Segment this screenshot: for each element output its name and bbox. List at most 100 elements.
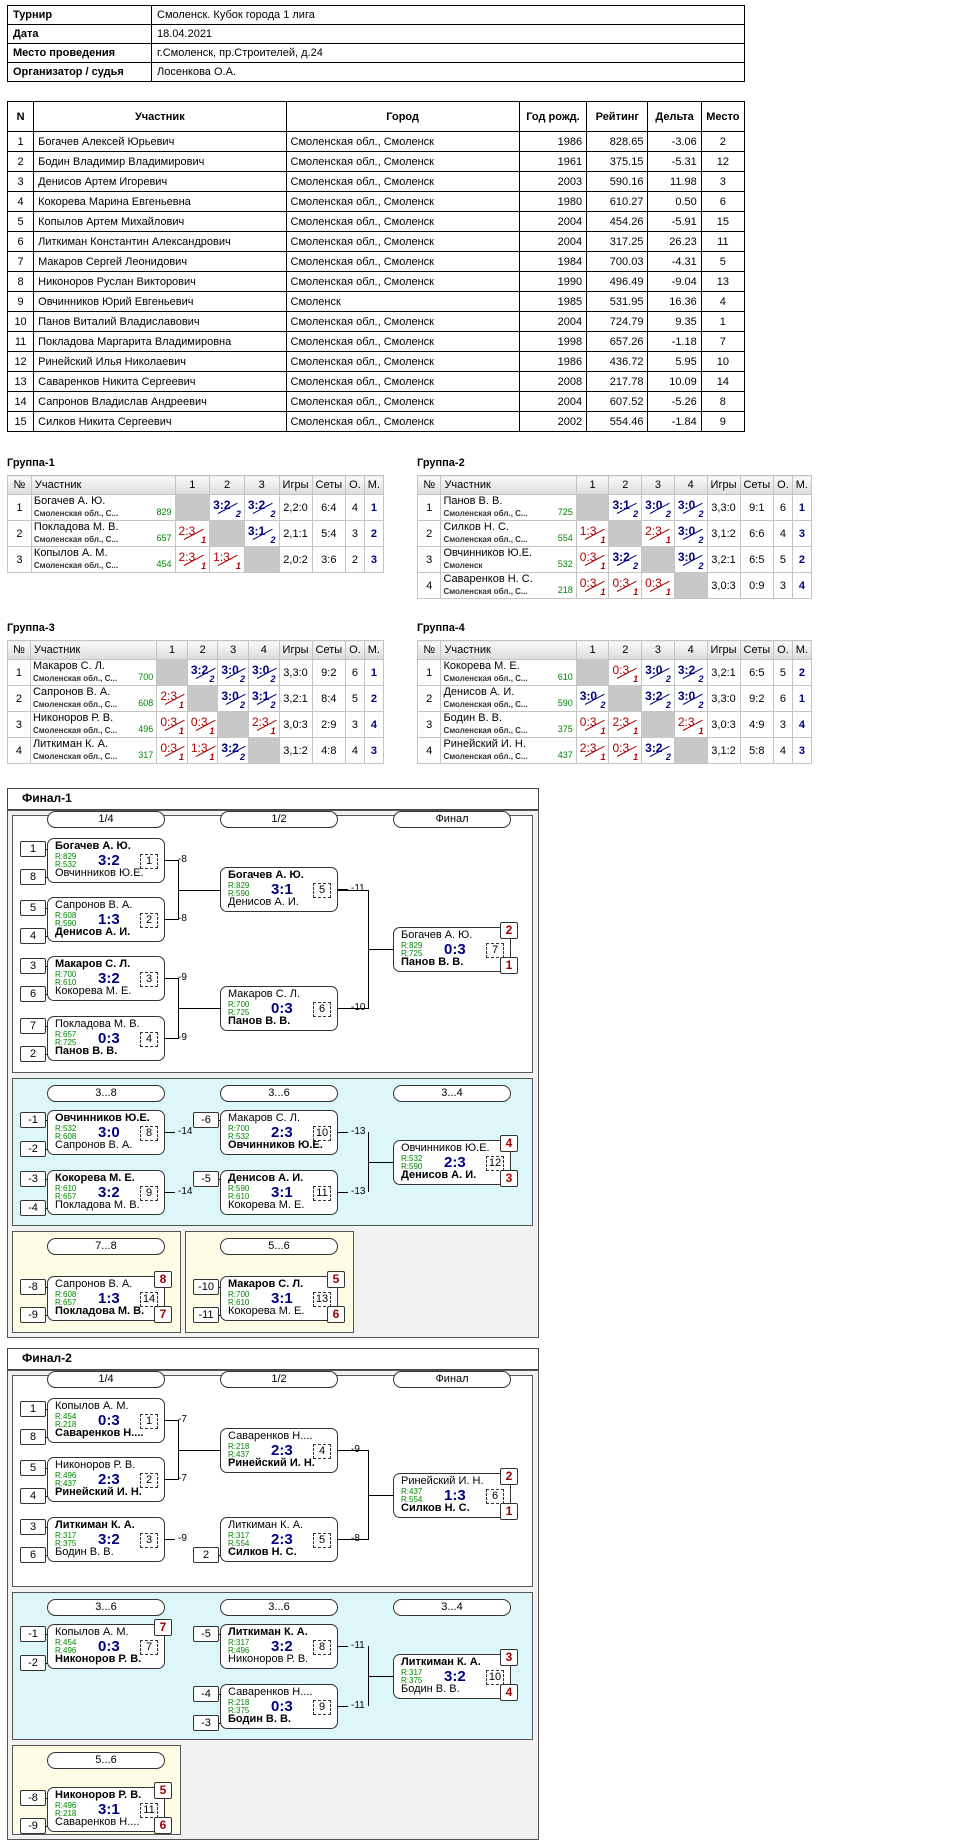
connector-line <box>165 1539 175 1540</box>
match-box[interactable]: Богачев А. Ю. Денисов А. И. R:829 R:590 3:1 5 <box>220 867 338 912</box>
match-number: 3 <box>140 1533 158 1548</box>
group-participant-name: Кокорева М. Е. <box>443 660 520 672</box>
match-box[interactable]: Овчинников Ю.Е. Денисов А. И. R:532 R:590 2:… <box>393 1140 511 1185</box>
group-match-score: 3:1 2 <box>243 520 280 547</box>
place-badge: 5 <box>327 1271 345 1288</box>
match-box[interactable]: Литкиман К. А. Бодин В. В. R:317 R:375 3:2 3 <box>47 1517 165 1562</box>
match-score: 3:2 <box>98 852 120 869</box>
group-participant: Макаров С. Л. Смоленская обл., С... 700 <box>29 659 158 686</box>
match-score: 1:3 <box>444 1487 466 1504</box>
match-box[interactable]: Макаров С. Л. Овчинников Ю.Е. R:700 R:532 2:… <box>220 1110 338 1155</box>
participant-cell: 8 <box>700 391 746 412</box>
group-row-number: 4 <box>7 737 31 764</box>
match-bottom-player: Панов В. В. <box>55 1045 118 1057</box>
group-match-score: 2:3 1 <box>641 520 675 547</box>
group-games: 3,1:2 <box>706 737 741 764</box>
score-points: 2 <box>633 509 639 519</box>
match-box[interactable]: Богачев А. Ю. Овчинников Ю.Е. R:829 R:532 3:… <box>47 838 165 883</box>
group-participant: Денисов А. И. Смоленская обл., С... 590 <box>440 685 577 712</box>
participant-cell: -9.04 <box>647 271 702 292</box>
group-games: 3,1:2 <box>278 737 313 764</box>
match-box[interactable]: Саваренков Н.... Ринейский И. Н. R:218 R:43… <box>220 1428 338 1473</box>
match-box[interactable]: Кокорева М. Е. Покладова М. В. R:610 R:657 3… <box>47 1170 165 1215</box>
match-box[interactable]: Денисов А. И. Кокорева М. Е. R:590 R:610 3:1… <box>220 1170 338 1215</box>
match-box[interactable]: Овчинников Ю.Е. Сапронов В. А. R:532 R:608 3… <box>47 1110 165 1155</box>
match-number: 10 <box>313 1126 331 1141</box>
group-column-header: Сеты <box>739 640 775 660</box>
group-table: № Участник 1 2 3 4 Игры Сеты О. М. 1 Кокорева М. Е.… <box>416 640 813 764</box>
match-box[interactable]: Литкиман К. А. Никоноров Р. В. R:317 R:496 3… <box>220 1624 338 1669</box>
group-match-score: 2:3 1 <box>673 711 708 738</box>
match-box[interactable]: Литкиман К. А. Бодин В. В. R:317 R:375 3:2 10 <box>393 1654 511 1699</box>
group-column-header: 4 <box>673 640 708 660</box>
participant-cell: 2004 <box>518 311 588 332</box>
match-box[interactable]: Сапронов В. А. Покладова М. В. R:608 R:657 1… <box>47 1276 165 1321</box>
connector-line <box>338 1706 348 1707</box>
match-box[interactable]: Богачев А. Ю. Панов В. В. R:829 R:725 0:3 7 <box>393 927 511 972</box>
match-box[interactable]: Литкиман К. А. Силков Н. С. R:317 R:554 2:3 5 <box>220 1517 338 1562</box>
seed-box: 1 <box>20 1401 46 1417</box>
match-box[interactable]: Ринейский И. Н. Силков Н. С. R:437 R:554 1:3… <box>393 1473 511 1518</box>
group-match-score: 3:0 2 <box>673 520 708 547</box>
group-row-number: 1 <box>7 494 32 521</box>
match-box[interactable]: Копылов А. М. Саваренков Н.... R:454 R:218 0… <box>47 1398 165 1443</box>
match-top-player: Литкиман К. А. <box>228 1626 308 1638</box>
participant-row: 8 Никоноров Руслан Викторович Смоленская о… <box>6 271 746 292</box>
participant-cell: Богачев Алексей Юрьевич <box>33 131 287 152</box>
match-top-rating: R:700 <box>228 1000 250 1009</box>
score-points: 2 <box>270 535 276 545</box>
group-participant: Сапронов В. А. Смоленская обл., С... 608 <box>29 685 158 712</box>
seed-box: -8 <box>20 1790 46 1806</box>
match-bottom-rating: R:218 <box>55 1809 77 1818</box>
match-score: 3:1 <box>98 1801 120 1818</box>
group-participant-rating: 610 <box>557 672 573 682</box>
participant-cell: 7 <box>700 331 746 352</box>
match-box[interactable]: Никоноров Р. В. Саваренков Н.... R:496 R:21… <box>47 1787 165 1832</box>
participant-cell: 217.78 <box>586 371 649 392</box>
match-box[interactable]: Покладова М. В. Панов В. В. R:657 R:725 0:3 4 <box>47 1016 165 1061</box>
match-box[interactable]: Макаров С. Л. Кокорева М. Е. R:700 R:610 3:2… <box>47 956 165 1001</box>
info-row: Турнир Смоленск. Кубок города 1 лига <box>7 5 745 25</box>
group-row-number: 2 <box>7 685 31 712</box>
match-box[interactable]: Макаров С. Л. Кокорева М. Е. R:700 R:610 3:1… <box>220 1276 338 1321</box>
group-participant: Саваренков Н. С. Смоленская обл., С... 218 <box>440 572 577 599</box>
group-match-score: 3:2 2 <box>217 737 249 764</box>
participant-cell: 5 <box>700 251 746 272</box>
group-column-header: Участник <box>30 475 176 495</box>
group-row: 1 Панов В. В. Смоленская обл., С... 725 3:1 2… <box>416 494 813 521</box>
match-bottom-rating: R:725 <box>401 949 423 958</box>
match-box[interactable]: Никоноров Р. В. Ринейский И. Н. R:496 R:437… <box>47 1457 165 1502</box>
group-sets: 3:6 <box>311 546 347 573</box>
round-header: 3...8 <box>47 1085 165 1102</box>
participant-cell: Смоленская обл., Смоленск <box>285 211 520 232</box>
match-score: 3:2 <box>98 1531 120 1548</box>
participant-cell: Силков Никита Сергеевич <box>33 411 287 432</box>
connector-line <box>338 1008 368 1009</box>
group-participant: Никоноров Р. В. Смоленская обл., С... 496 <box>29 711 158 738</box>
match-box[interactable]: Саваренков Н.... Бодин В. В. R:218 R:375 0:3… <box>220 1684 338 1729</box>
seed-box: -4 <box>193 1686 219 1702</box>
connector-line <box>165 1479 179 1480</box>
match-box[interactable]: Копылов А. М. Никоноров Р. В. R:454 R:496 0:… <box>47 1624 165 1669</box>
participant-cell: 12 <box>6 351 35 372</box>
group-table: № Участник 1 2 3 4 Игры Сеты О. М. 1 Панов В. В. Смо… <box>416 475 813 599</box>
participant-cell: -5.26 <box>647 391 702 412</box>
participant-row: 6 Литкиман Константин Александрович Смолен… <box>6 231 746 252</box>
match-top-rating: R:317 <box>55 1531 77 1540</box>
group-participant-city: Смоленская обл., С... <box>443 752 528 761</box>
match-bottom-player: Кокорева М. Е. <box>228 1305 305 1317</box>
match-number: 2 <box>140 913 158 928</box>
match-box[interactable]: Макаров С. Л. Панов В. В. R:700 R:725 0:3 6 <box>220 986 338 1031</box>
match-box[interactable]: Сапронов В. А. Денисов А. И. R:608 R:590 1:3… <box>47 897 165 942</box>
match-top-rating: R:829 <box>401 941 423 950</box>
group-participant-city: Смоленская обл., С... <box>443 509 528 518</box>
participant-row: 13 Саваренков Никита Сергеевич Смоленская … <box>6 371 746 392</box>
group-column-header: Участник <box>440 475 577 495</box>
participant-cell: Смоленская обл., Смоленск <box>285 251 520 272</box>
group-participant-name: Бодин В. В. <box>443 712 503 724</box>
group-participant-name: Денисов А. И. <box>443 686 515 698</box>
group-points: 4 <box>345 494 365 521</box>
group-match-score: 2:3 1 <box>174 546 211 573</box>
group-row-number: 1 <box>7 659 31 686</box>
info-label: Организатор / судья <box>7 62 152 82</box>
